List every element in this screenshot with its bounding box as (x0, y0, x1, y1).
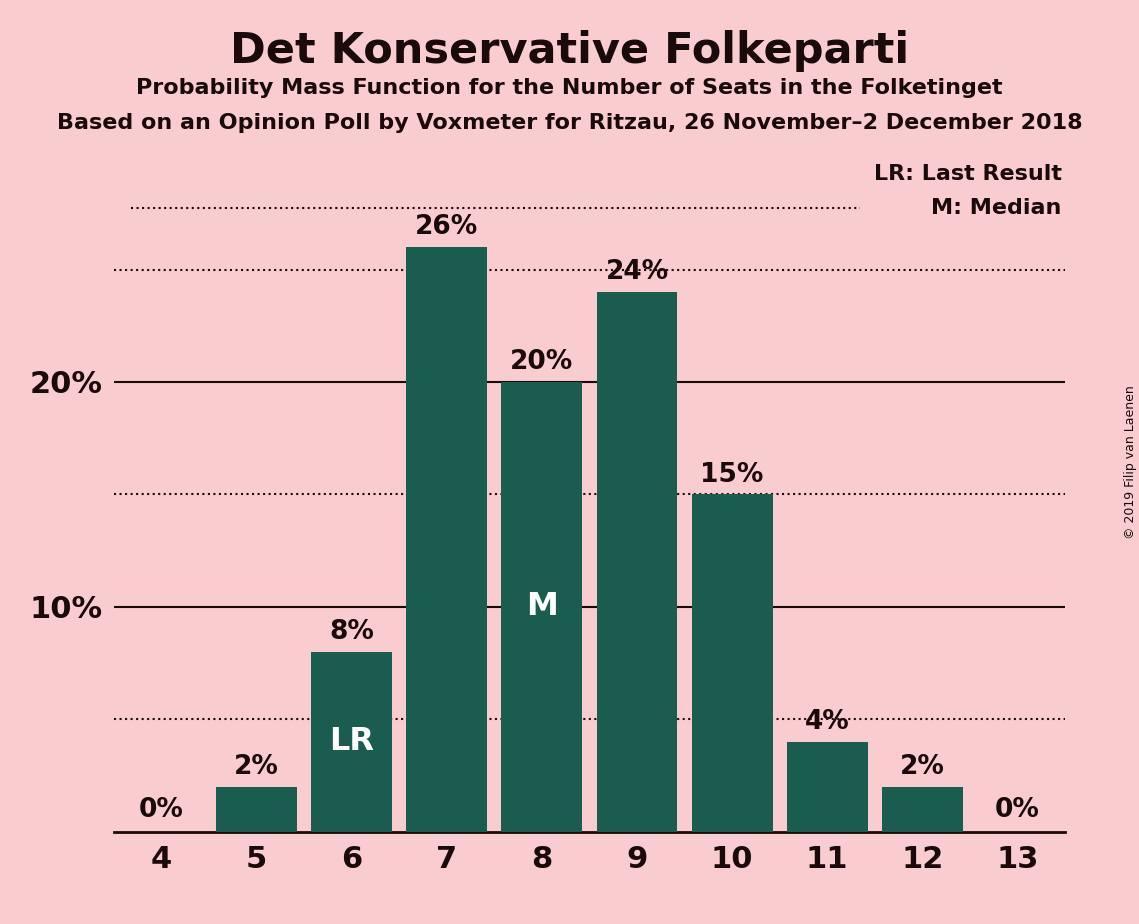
Text: LR: LR (329, 726, 375, 757)
Text: 0%: 0% (139, 796, 183, 822)
Text: LR: Last Result: LR: Last Result (874, 164, 1062, 184)
Text: 8%: 8% (329, 619, 374, 645)
Bar (501, 382, 582, 832)
Text: 26%: 26% (415, 214, 478, 240)
Bar (882, 786, 962, 832)
Text: 0%: 0% (995, 796, 1040, 822)
Text: 15%: 15% (700, 462, 764, 488)
Bar (691, 494, 772, 832)
Bar (407, 247, 487, 832)
Text: 20%: 20% (510, 349, 574, 375)
Text: 24%: 24% (606, 260, 669, 286)
Text: M: M (526, 591, 558, 622)
Text: 2%: 2% (235, 754, 279, 780)
Bar (311, 651, 392, 832)
Text: Probability Mass Function for the Number of Seats in the Folketinget: Probability Mass Function for the Number… (137, 78, 1002, 98)
Text: 4%: 4% (805, 709, 850, 735)
Text: Det Konservative Folkeparti: Det Konservative Folkeparti (230, 30, 909, 71)
Bar (787, 742, 868, 832)
Text: Based on an Opinion Poll by Voxmeter for Ritzau, 26 November–2 December 2018: Based on an Opinion Poll by Voxmeter for… (57, 113, 1082, 133)
Text: M: Median: M: Median (932, 198, 1062, 218)
Text: 2%: 2% (900, 754, 944, 780)
Bar (216, 786, 297, 832)
Text: © 2019 Filip van Laenen: © 2019 Filip van Laenen (1124, 385, 1137, 539)
Bar (597, 292, 678, 832)
